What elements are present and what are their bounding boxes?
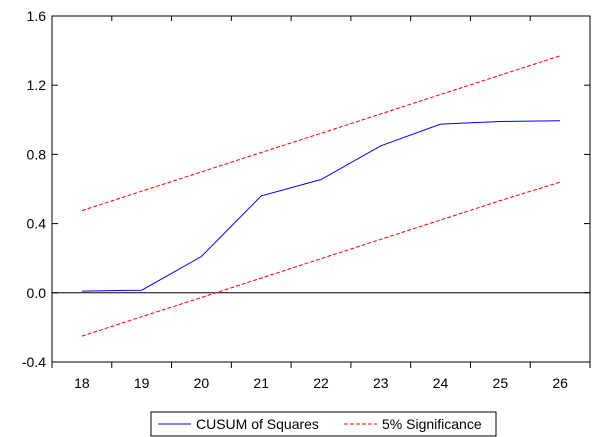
x-tick-label: 26 xyxy=(552,375,568,391)
y-tick-label: 1.2 xyxy=(27,77,47,93)
legend-label: CUSUM of Squares xyxy=(196,416,319,432)
legend-box xyxy=(150,411,497,437)
y-tick-label: 0.4 xyxy=(27,216,47,232)
plot-area: -0.4 0.0 0.4 0.8 1.2 1.6 18 19 20 21 22 23 24 25 26 xyxy=(22,8,591,391)
chart-title: plot of cumulative sum of squares of rec… xyxy=(94,0,579,13)
legend: CUSUM of Squares 5% Significance xyxy=(150,411,497,437)
y-tick-label: 1.6 xyxy=(27,8,47,24)
y-tick-label: 0.0 xyxy=(27,285,47,301)
x-tick-label: 22 xyxy=(313,375,329,391)
x-tick-label: 23 xyxy=(373,375,389,391)
series-line-cusum xyxy=(81,120,561,292)
x-tick-label: 19 xyxy=(134,375,150,391)
x-tick-label: 25 xyxy=(493,375,509,391)
x-tick-label: 24 xyxy=(433,375,449,391)
series-line-bound-1 xyxy=(81,55,561,212)
y-tick-label: 0.8 xyxy=(27,146,47,162)
x-tick-label: 18 xyxy=(74,375,90,391)
y-tick-label: -0.4 xyxy=(22,354,46,370)
series-line-bound-2 xyxy=(81,181,561,337)
x-tick-label: 21 xyxy=(253,375,269,391)
legend-label: 5% Significance xyxy=(382,416,482,432)
x-tick-label: 20 xyxy=(194,375,210,391)
plot-frame xyxy=(51,15,591,363)
